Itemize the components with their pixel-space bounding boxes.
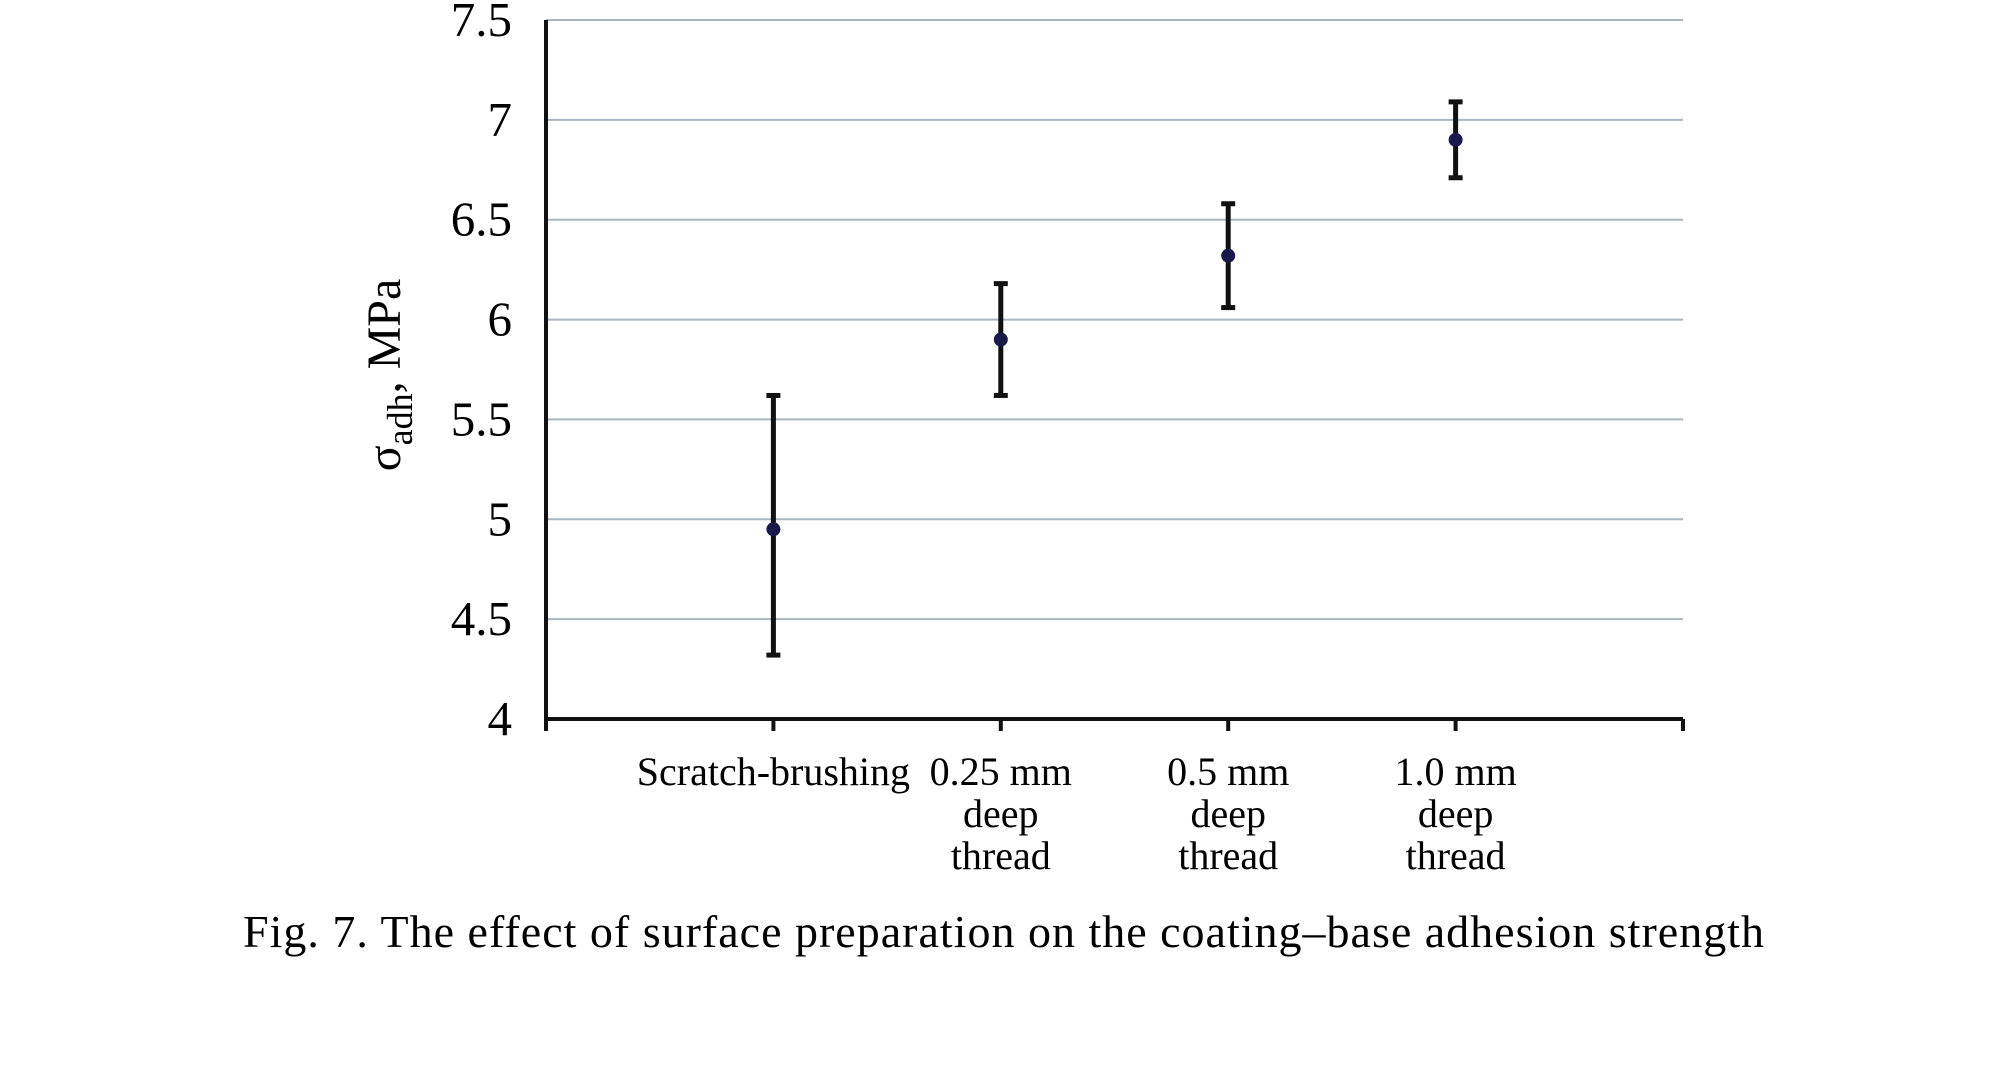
y-tick-label: 4 [488,691,513,746]
y-axis-label-subscript: adh [380,393,420,445]
category-label: thread [951,833,1051,878]
axes [544,20,1683,731]
data-point [1448,132,1463,147]
chart: 4 4.5 5 5.5 6 6.5 7 7.5 Scratch-brushing 0.25 mm… [358,0,1685,878]
category-label: 0.5 mm [1167,749,1289,794]
category-label: thread [1178,833,1278,878]
y-tick-label: 7 [488,92,513,147]
category-label: thread [1406,833,1506,878]
y-axis-label-symbol: σ [358,445,411,471]
y-tick-label: 7.5 [451,0,512,47]
y-tick-label: 4.5 [451,591,512,646]
category-label: Scratch-brushing [637,749,910,794]
data-point [993,332,1008,347]
x-tick-marks [544,719,1685,731]
y-tick-labels: 4 4.5 5 5.5 6 6.5 7 7.5 [451,0,512,746]
category-label: deep [1190,791,1266,836]
data-point [1221,248,1236,263]
category-label: 0.25 mm [930,749,1072,794]
data-series [766,99,1463,658]
y-axis-label-unit: , MPa [358,279,411,394]
gridlines [546,19,1683,621]
data-point [766,522,781,537]
category-label: deep [1418,791,1494,836]
y-tick-label: 6.5 [451,192,512,247]
y-axis-label: σadh, MPa [358,279,420,472]
category-label: 1.0 mm [1394,749,1516,794]
y-tick-label: 6 [488,292,513,347]
figure-caption: Fig. 7. The effect of surface preparatio… [243,906,1765,957]
y-tick-label: 5.5 [451,391,512,446]
category-label: deep [963,791,1039,836]
y-tick-label: 5 [488,491,513,546]
